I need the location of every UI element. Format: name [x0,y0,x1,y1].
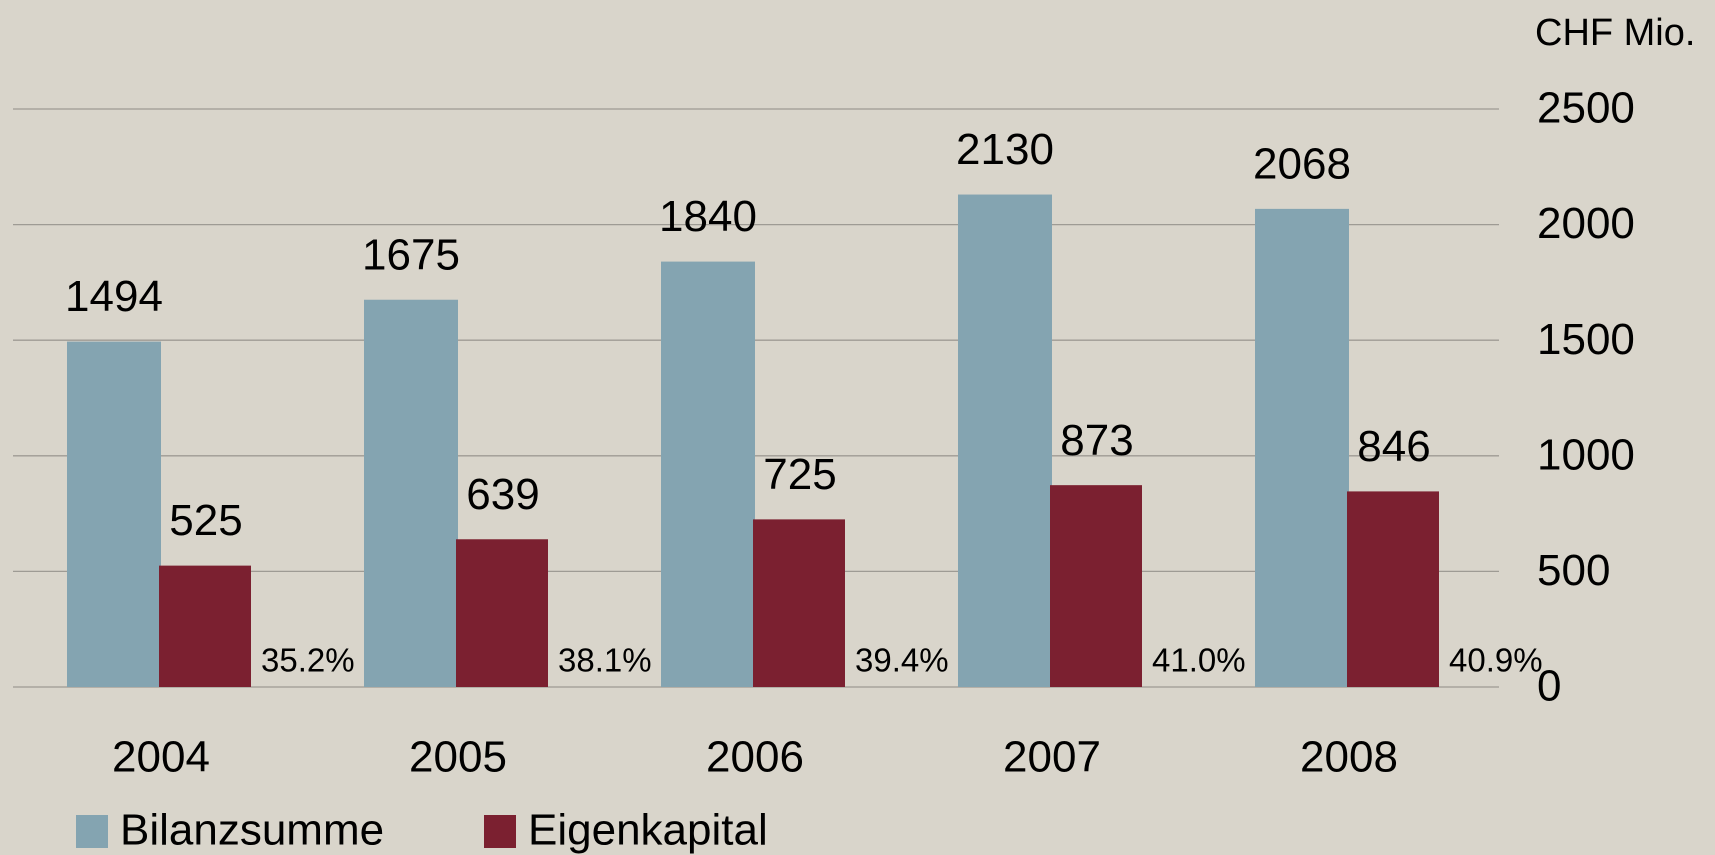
x-tick-label: 2006 [706,733,804,782]
bar [1255,208,1349,687]
y-tick-label: 1000 [1537,430,1635,479]
x-tick-label: 2007 [1003,733,1101,782]
legend-swatch [484,815,516,848]
annotation: 41.0% [1152,642,1246,679]
bar [661,261,755,687]
x-tick-label: 2005 [409,733,507,782]
legend-label: Bilanzsumme [120,806,384,855]
annotation: 39.4% [855,642,949,679]
bar [159,565,251,687]
data-label: 1494 [65,272,163,321]
data-label: 846 [1357,422,1430,471]
annotation: 35.2% [261,642,355,679]
y-tick-label: 0 [1537,662,1561,711]
legend-swatch [76,815,108,848]
y-axis-label: CHF Mio. [1535,12,1695,54]
bar [1347,491,1439,687]
data-label: 2068 [1253,140,1351,189]
bar [456,539,548,687]
data-label: 873 [1060,416,1133,465]
legend-label: Eigenkapital [528,806,768,855]
bar [753,519,845,687]
annotation: 40.9% [1449,642,1543,679]
y-tick-label: 500 [1537,546,1610,595]
y-tick-label: 2000 [1537,199,1635,248]
bar [67,341,161,687]
bar [1050,485,1142,687]
x-tick-label: 2004 [112,733,210,782]
data-label: 725 [763,450,836,499]
y-tick-label: 2500 [1537,84,1635,133]
x-tick-label: 2008 [1300,733,1398,782]
data-label: 639 [466,470,539,519]
bar [958,194,1052,687]
data-label: 2130 [956,125,1054,174]
y-tick-label: 1500 [1537,315,1635,364]
annotation: 38.1% [558,642,652,679]
data-label: 1675 [362,230,460,279]
data-label: 525 [169,496,242,545]
data-label: 1840 [659,192,757,241]
bar [364,299,458,687]
